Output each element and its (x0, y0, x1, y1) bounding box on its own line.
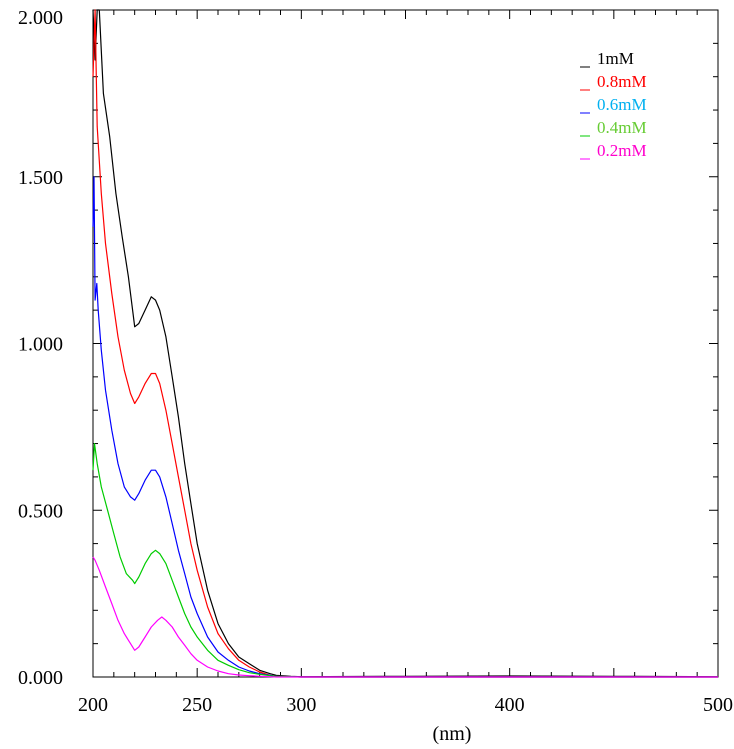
y-tick-label: 0.500 (18, 500, 63, 522)
plot-area-frame (92, 9, 719, 678)
y-tick-label: 0.000 (18, 667, 63, 689)
y-tick-labels: 0.000 0.500 1.000 1.500 2.000 (18, 7, 63, 689)
x-axis-title: (nm) (433, 723, 472, 745)
legend-label: 0.8mM (597, 72, 647, 91)
series-line-0 (92, 9, 719, 678)
series-line-3 (92, 443, 718, 678)
series-layer (92, 9, 719, 678)
series-line-4 (92, 556, 718, 678)
legend-label: 0.2mM (597, 141, 647, 160)
y-tick-label: 1.500 (18, 167, 63, 189)
axis-ticks (92, 9, 719, 678)
legend-label: 0.4mM (597, 118, 647, 137)
legend-label: 0.6mM (597, 95, 647, 114)
y-tick-label: 1.000 (18, 334, 63, 356)
legend: 1mM 0.8mM 0.6mM 0.4mM 0.2mM (580, 49, 647, 160)
x-tick-label: 200 (78, 694, 108, 716)
x-tick-labels: 200 250 300 400 500 (78, 694, 733, 716)
x-tick-label: 400 (495, 694, 525, 716)
x-tick-label: 250 (182, 694, 212, 716)
y-tick-label: 2.000 (18, 7, 63, 29)
x-tick-label: 300 (286, 694, 316, 716)
legend-label: 1mM (597, 49, 634, 68)
x-tick-label: 500 (703, 694, 733, 716)
